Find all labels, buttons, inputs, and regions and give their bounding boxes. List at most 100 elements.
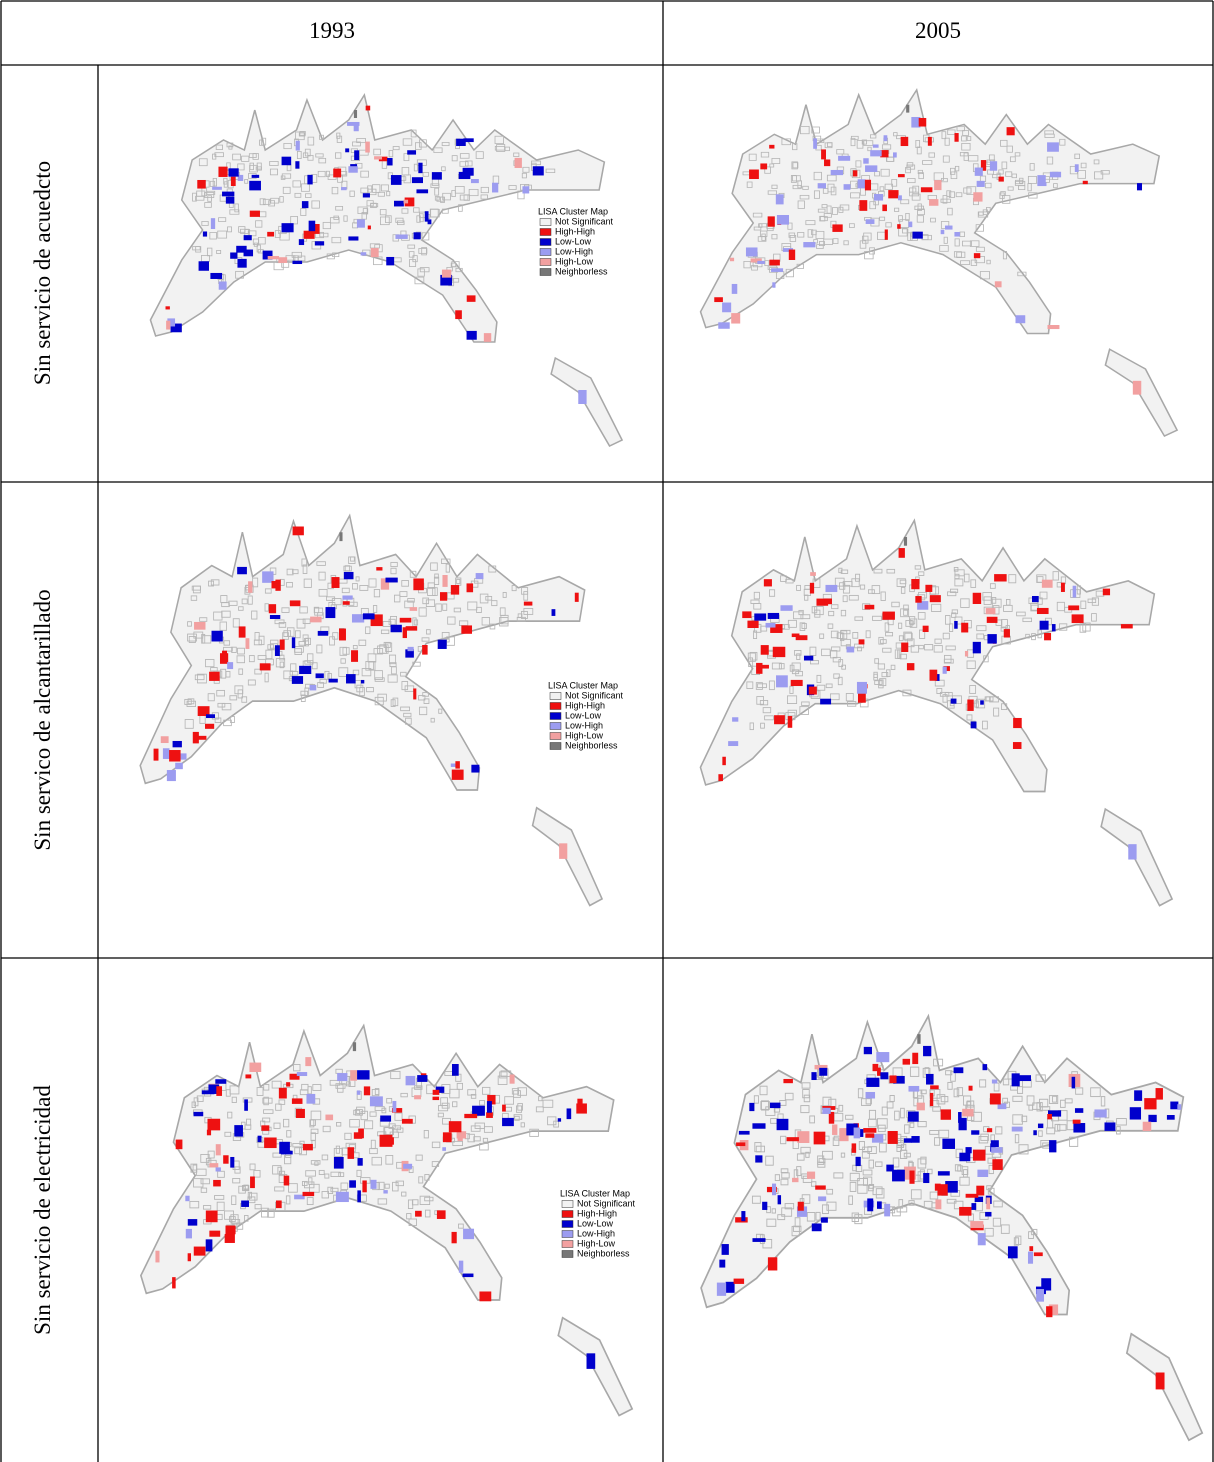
district	[793, 611, 804, 620]
district	[836, 149, 845, 155]
district	[903, 1152, 911, 1158]
cluster-patch	[386, 256, 395, 266]
cluster-patch	[440, 274, 453, 286]
cluster-patch	[985, 608, 996, 615]
district	[752, 212, 763, 218]
district	[950, 171, 958, 180]
district	[295, 630, 301, 639]
cluster-patch	[738, 1130, 750, 1135]
district	[302, 618, 311, 625]
cluster-patch	[365, 105, 371, 111]
district	[874, 658, 879, 664]
district	[747, 652, 756, 662]
district	[229, 716, 235, 723]
cluster-patch	[402, 627, 407, 639]
district	[789, 685, 794, 694]
cluster-patch	[714, 297, 723, 303]
cluster-patch	[760, 645, 769, 655]
district	[315, 153, 324, 158]
cluster-patch	[752, 1238, 766, 1242]
cluster-patch	[185, 1195, 190, 1202]
district	[418, 607, 427, 617]
legend-label: Low-High	[577, 1228, 615, 1238]
district	[330, 1171, 341, 1178]
cluster-patch	[977, 1169, 989, 1177]
district	[951, 612, 957, 618]
district	[303, 578, 312, 588]
district	[371, 1156, 382, 1166]
district	[975, 246, 985, 252]
district	[986, 1185, 992, 1191]
district	[951, 609, 959, 615]
district	[1006, 145, 1013, 153]
district	[816, 674, 822, 683]
district	[1021, 1115, 1028, 1123]
cluster-patch	[989, 161, 998, 171]
cluster-patch	[822, 1107, 831, 1114]
cluster-patch	[222, 191, 235, 197]
district	[473, 1136, 481, 1142]
district	[753, 630, 758, 639]
district	[358, 149, 369, 156]
cluster-patch	[803, 655, 814, 661]
district	[1080, 162, 1087, 169]
cluster-patch	[786, 1137, 799, 1142]
district	[851, 1212, 859, 1222]
cluster-patch	[315, 673, 324, 679]
district	[942, 632, 950, 640]
cluster-patch	[1036, 1289, 1045, 1302]
district	[223, 719, 232, 727]
district	[241, 155, 250, 162]
cluster-patch	[935, 674, 940, 681]
district	[365, 626, 371, 635]
district	[881, 1106, 888, 1116]
cluster-patch	[915, 596, 922, 603]
cluster-patch	[965, 1147, 972, 1154]
district	[223, 177, 228, 185]
district	[395, 1180, 404, 1187]
district	[358, 639, 367, 646]
district	[278, 1099, 286, 1105]
cluster-patch	[418, 162, 423, 174]
district	[746, 181, 753, 188]
cluster-patch	[432, 1096, 440, 1101]
district	[849, 1181, 857, 1192]
district	[982, 592, 993, 601]
district	[415, 1154, 423, 1161]
district	[784, 1092, 794, 1101]
legend-swatch	[561, 1210, 574, 1218]
district	[814, 606, 824, 616]
district	[863, 232, 872, 241]
cluster-patch	[380, 1115, 392, 1122]
district	[201, 633, 206, 644]
cluster-patch	[193, 1111, 204, 1117]
cluster-patch	[471, 764, 480, 773]
district	[1035, 1074, 1046, 1082]
district	[1036, 574, 1047, 583]
district	[217, 702, 226, 708]
district	[232, 1178, 241, 1184]
district	[293, 1064, 301, 1072]
district	[840, 629, 851, 635]
cluster-patch	[347, 121, 360, 126]
cluster-patch	[1155, 1372, 1165, 1390]
cluster-patch	[767, 612, 780, 619]
cluster-patch	[306, 1093, 316, 1104]
cluster-patch	[357, 1190, 361, 1203]
cluster-patch	[262, 571, 274, 583]
district	[418, 1176, 424, 1184]
cluster-patch	[383, 1190, 388, 1194]
district	[880, 168, 890, 177]
cluster-patch	[299, 665, 312, 675]
district	[993, 707, 1000, 717]
district	[380, 184, 389, 192]
district	[264, 672, 269, 683]
cluster-patch	[351, 614, 365, 623]
district	[292, 1143, 303, 1148]
district	[920, 1156, 927, 1165]
district	[256, 244, 261, 253]
district	[830, 630, 839, 639]
district	[336, 1121, 342, 1127]
district	[839, 204, 850, 211]
cluster-patch	[756, 662, 763, 674]
